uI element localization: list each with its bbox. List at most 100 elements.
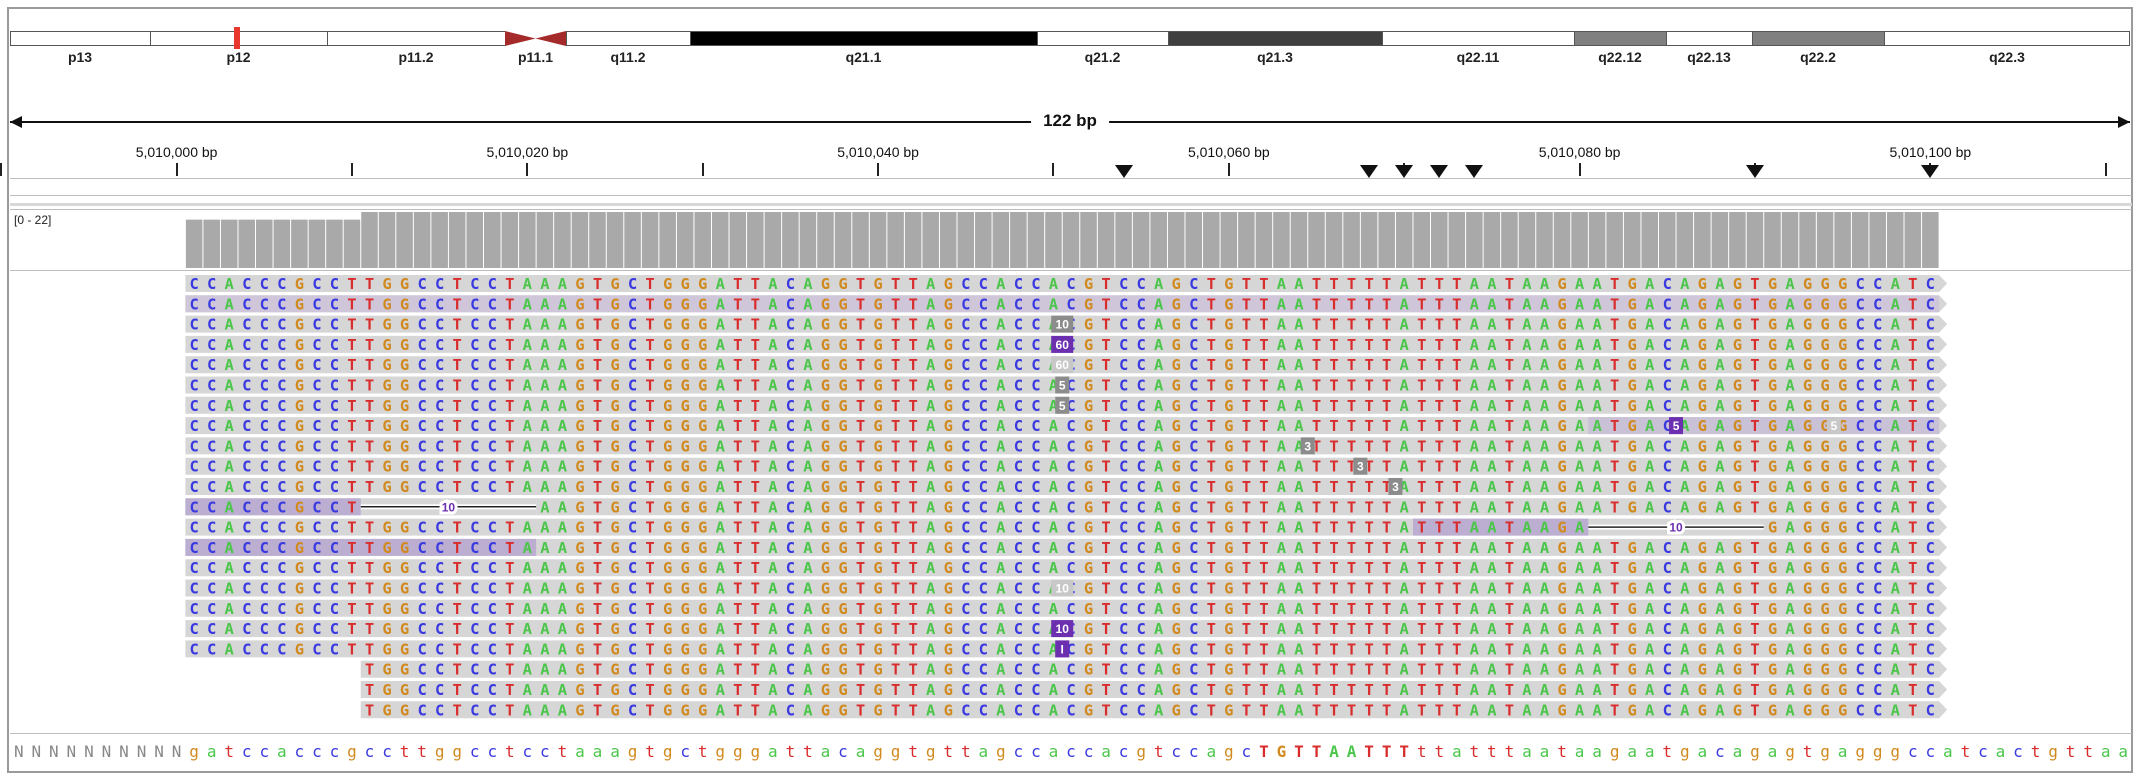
read-base: G [1733, 559, 1742, 577]
read-base: C [1014, 336, 1023, 354]
read-base: A [1645, 458, 1655, 476]
coverage-bar [1799, 212, 1816, 268]
read-base: C [189, 539, 198, 557]
read-base: T [1312, 417, 1321, 435]
read-base: T [453, 620, 462, 638]
read-base: T [1417, 620, 1426, 638]
ideogram-band-q22.3[interactable] [1884, 31, 2130, 46]
read-base: C [1856, 437, 1865, 455]
read-base: G [1557, 275, 1566, 293]
read-base: C [1873, 681, 1882, 699]
reference-base: t [697, 742, 708, 761]
read-base: A [803, 437, 813, 455]
read-base: T [593, 437, 602, 455]
read-base: C [1873, 377, 1882, 395]
read-base: C [1066, 600, 1075, 618]
insertion-marker-icon[interactable] [1430, 165, 1449, 178]
read-base: G [663, 519, 672, 537]
read-base: G [1628, 580, 1637, 598]
read-base: C [260, 336, 269, 354]
insertion-marker-icon[interactable] [1465, 165, 1484, 178]
read-base: A [1592, 620, 1602, 638]
read-base: G [1803, 681, 1812, 699]
read-base: G [610, 417, 619, 435]
read-base: G [873, 701, 882, 719]
read-base: T [1347, 620, 1356, 638]
read-base: A [803, 661, 813, 679]
reference-base: g [1785, 742, 1795, 761]
read-base: G [1698, 640, 1707, 658]
read-base: T [505, 417, 514, 435]
read-base: T [365, 336, 374, 354]
read-base: G [610, 295, 619, 313]
ideogram-band-q11.2[interactable] [566, 31, 690, 46]
read-base: A [1891, 275, 1901, 293]
read-base: C [1014, 275, 1023, 293]
read-base: G [944, 295, 953, 313]
coverage-bar [220, 219, 238, 268]
read-base: A [1575, 620, 1585, 638]
read-base: T [733, 275, 742, 293]
ideogram-band-q21.2[interactable] [1037, 31, 1168, 46]
read-base: T [891, 620, 900, 638]
ideogram-band-q21.3[interactable] [1168, 31, 1382, 46]
read-base: C [417, 478, 426, 496]
insertion-marker-icon[interactable] [1360, 165, 1379, 178]
read-base: T [365, 397, 374, 415]
coverage-bar [975, 212, 992, 268]
read-base: G [1820, 356, 1829, 374]
read-base: A [558, 377, 568, 395]
read-base: G [838, 539, 847, 557]
ideogram-band-p11.2[interactable] [327, 31, 505, 46]
coverage-bar [1676, 212, 1694, 268]
ideogram-band-q22.11[interactable] [1382, 31, 1574, 46]
read-base: T [1207, 519, 1216, 537]
read-base: T [453, 559, 462, 577]
reference-base: t [2030, 742, 2041, 761]
ideogram-band-p11.1[interactable] [505, 31, 566, 46]
ideogram-band-q22.2[interactable] [1752, 31, 1884, 46]
read-base: T [1329, 661, 1338, 679]
ideogram-band-q22.13[interactable] [1666, 31, 1752, 46]
read-base: G [1557, 620, 1566, 638]
read-base: C [330, 336, 339, 354]
chromosome-ideogram[interactable] [10, 31, 2130, 46]
read-base: C [488, 701, 497, 719]
read-base: C [979, 397, 988, 415]
coverage-range-label: [0 - 22] [14, 213, 52, 227]
insertion-marker-icon[interactable] [1395, 165, 1414, 178]
read-base: G [400, 417, 409, 435]
ideogram-band-p13[interactable] [10, 31, 150, 46]
read-base: C [786, 661, 795, 679]
read-base: A [1487, 640, 1497, 658]
read-base: C [1663, 661, 1672, 679]
insertion-marker-icon[interactable] [1745, 165, 1764, 178]
read-base: G [1172, 417, 1181, 435]
read-base: A [1522, 295, 1532, 313]
read-base: G [400, 640, 409, 658]
read-body [185, 559, 1948, 577]
read-base: C [979, 600, 988, 618]
reference-base: a [1101, 742, 1111, 761]
read-base: A [1470, 498, 1480, 516]
ideogram-band-q21.1[interactable] [690, 31, 1037, 46]
coverage-bar [1518, 212, 1536, 268]
read-base: A [558, 620, 568, 638]
read-base: G [821, 600, 830, 618]
read-base: A [1680, 356, 1690, 374]
read-base: A [926, 620, 936, 638]
read-base: T [1452, 478, 1461, 496]
coverage-bar [185, 219, 203, 268]
read-base: A [1049, 417, 1059, 435]
read-base: G [1628, 640, 1637, 658]
read-base: G [681, 437, 690, 455]
reference-base: g [890, 742, 901, 761]
read-base: C [1031, 316, 1040, 334]
read-base: A [1680, 600, 1690, 618]
read-base: T [751, 275, 760, 293]
insertion-marker-icon[interactable] [1114, 165, 1133, 178]
ideogram-band-q22.12[interactable] [1574, 31, 1666, 46]
insertion-marker-icon[interactable] [1921, 165, 1940, 178]
